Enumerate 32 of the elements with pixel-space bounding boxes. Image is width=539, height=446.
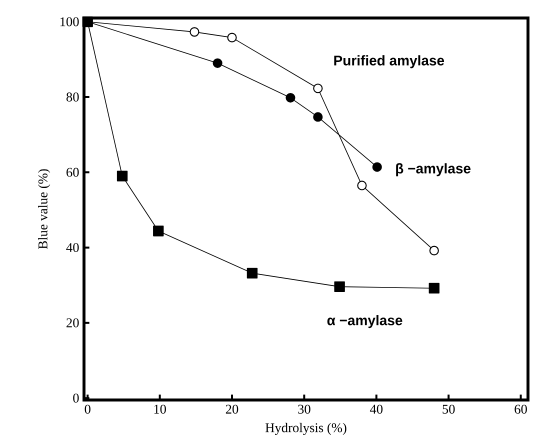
point — [286, 92, 296, 103]
point — [153, 226, 164, 236]
series-label: Purified amylase — [334, 55, 444, 68]
point — [428, 282, 440, 294]
x-tick-label: 0 — [84, 404, 90, 414]
x-tick-label: 10 — [154, 404, 166, 414]
y-tick-label: 0 — [73, 394, 79, 403]
y-tick-label: 20 — [66, 318, 79, 328]
y-tick-label: 100 — [60, 17, 79, 26]
x-tick-label: 60 — [514, 404, 527, 414]
x-tick-label: 40 — [370, 404, 383, 414]
point — [313, 84, 323, 94]
point — [116, 170, 128, 182]
point — [357, 180, 367, 190]
x-axis-title: Hydrolysis (%) — [265, 422, 346, 435]
point — [246, 268, 258, 278]
x-tick-label: 30 — [298, 404, 310, 414]
series-label: β −amylase — [396, 163, 471, 176]
y-tick-label: 60 — [66, 168, 79, 177]
y-tick-label: 80 — [66, 92, 79, 102]
point — [190, 27, 200, 37]
y-tick-label: 40 — [66, 243, 79, 252]
point — [429, 246, 439, 256]
x-tick-label: 20 — [226, 404, 238, 414]
point — [227, 32, 237, 42]
point — [372, 162, 382, 172]
x-tick-label: 50 — [442, 404, 455, 414]
y-axis-title: Blue value (%) — [38, 169, 50, 249]
series-label: α −amylase — [327, 315, 402, 328]
point — [212, 58, 222, 68]
point — [313, 112, 323, 122]
point — [334, 281, 345, 292]
